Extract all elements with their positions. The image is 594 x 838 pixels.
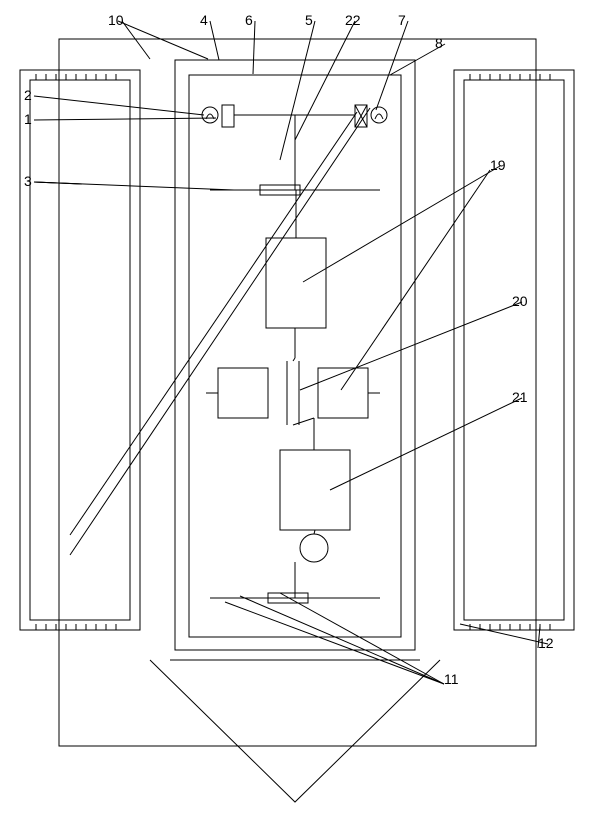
label-10: 10 [108, 12, 124, 28]
label-5: 5 [305, 12, 313, 28]
label-4: 4 [200, 12, 208, 28]
label-6: 6 [245, 12, 253, 28]
label-11: 11 [444, 671, 459, 687]
label-21: 21 [512, 389, 528, 405]
label-12: 12 [538, 635, 554, 651]
label-2: 2 [24, 87, 32, 103]
label-20: 20 [512, 293, 528, 309]
label-3: 3 [24, 173, 32, 189]
label-7: 7 [398, 12, 406, 28]
label-1: 1 [24, 111, 32, 127]
